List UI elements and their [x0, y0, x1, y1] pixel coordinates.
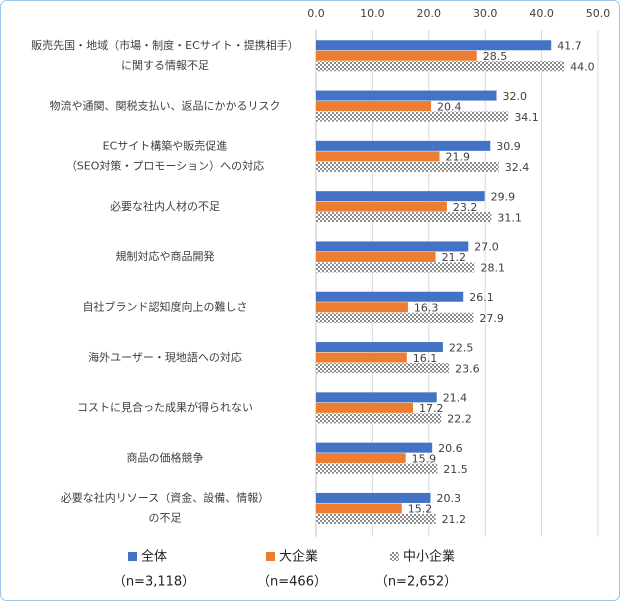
category-label: に関する情報不足: [121, 59, 209, 72]
value-label: 41.7: [557, 40, 582, 53]
category-label: ECサイト構築や販売促進: [103, 139, 228, 153]
bar: [316, 312, 474, 323]
bar: [316, 241, 469, 252]
value-label: 16.3: [414, 302, 439, 315]
category-label: 物流や通関、関税支払い、返品にかかるリスク: [50, 98, 281, 112]
value-label: 23.2: [453, 201, 478, 214]
value-label: 20.4: [437, 100, 462, 113]
legend-swatch: [390, 552, 399, 561]
value-label: 15.2: [408, 503, 433, 516]
category-label: コストに見合った成果が得られない: [77, 400, 253, 414]
value-label: 23.6: [455, 362, 480, 375]
bar: [316, 402, 414, 413]
value-label: 16.1: [413, 352, 438, 365]
bar: [316, 140, 491, 151]
x-tick-label: 50.0: [586, 7, 611, 20]
bar: [316, 352, 407, 363]
value-label: 34.1: [514, 111, 539, 124]
legend-label: 全体: [141, 549, 167, 565]
value-label: 28.1: [480, 262, 505, 275]
bar: [316, 453, 406, 464]
bar: [316, 111, 509, 122]
category-label: 必要な社内リソース（資金、設備、情報）: [61, 491, 269, 505]
legend-sample: （n=3,118）: [113, 575, 195, 590]
x-tick-label: 10.0: [360, 7, 385, 20]
x-tick-label: 20.0: [417, 7, 442, 20]
bar: [316, 291, 464, 302]
value-label: 30.9: [496, 140, 521, 153]
value-label: 32.4: [505, 161, 529, 174]
value-label: 21.2: [442, 251, 467, 264]
bar: [316, 492, 431, 503]
x-tick-label: 0.0: [307, 7, 325, 20]
bar: [316, 302, 408, 313]
category-label: 規制対応や商品開発: [116, 249, 215, 263]
value-label: 15.9: [412, 452, 437, 465]
value-label: 27.0: [474, 241, 499, 254]
value-label: 20.6: [438, 442, 463, 455]
value-label: 22.2: [447, 413, 472, 426]
category-label: （SEO対策・プロモーション）への対応: [66, 159, 264, 173]
bar: [316, 191, 485, 202]
value-label: 32.0: [502, 90, 526, 103]
bar: [316, 90, 497, 101]
value-label: 21.4: [443, 392, 468, 405]
bar: [316, 262, 475, 273]
value-label: 28.5: [483, 50, 508, 63]
category-label: の不足: [149, 512, 182, 525]
bar: [316, 50, 477, 61]
bar: [316, 392, 437, 403]
category-label: 販売先国・地域（市場・制度・ECサイト・提携相手）: [31, 38, 299, 52]
value-label: 21.9: [446, 151, 471, 164]
bar: [316, 413, 442, 424]
legend-swatch: [128, 552, 137, 561]
bar: [316, 101, 432, 112]
legend-label: 大企業: [279, 549, 318, 565]
bar: [316, 463, 438, 474]
legend-label: 中小企業: [403, 549, 455, 565]
bar: [316, 40, 552, 51]
value-label: 21.5: [443, 463, 468, 476]
value-label: 44.0: [570, 61, 595, 74]
value-label: 20.3: [436, 492, 461, 505]
bar: [316, 151, 440, 162]
value-label: 29.9: [491, 190, 516, 203]
x-tick-label: 40.0: [529, 7, 554, 20]
bar: [316, 61, 565, 72]
value-label: 26.1: [469, 291, 494, 304]
bar: [316, 513, 436, 524]
category-label: 海外ユーザー・現地語への対応: [88, 350, 242, 364]
value-label: 31.1: [497, 211, 522, 224]
bar: [316, 363, 450, 374]
value-label: 27.9: [479, 312, 504, 325]
category-label: 商品の価格競争: [127, 450, 204, 464]
legend-sample: （n=2,652）: [375, 575, 457, 590]
bar: [316, 161, 499, 172]
bar: [316, 503, 402, 514]
value-label: 21.2: [442, 513, 467, 526]
x-tick-label: 30.0: [473, 7, 498, 20]
bar: [316, 212, 492, 223]
value-label: 22.5: [449, 341, 474, 354]
bar: [316, 201, 447, 212]
value-label: 17.2: [419, 402, 444, 415]
legend-sample: （n=466）: [257, 575, 327, 590]
bar: [316, 342, 443, 353]
bar: [316, 251, 436, 262]
category-label: 必要な社内人材の不足: [110, 199, 220, 213]
category-label: 自社ブランド認知度向上の難しさ: [83, 300, 248, 314]
legend-swatch: [266, 552, 275, 561]
bar: [316, 442, 433, 453]
